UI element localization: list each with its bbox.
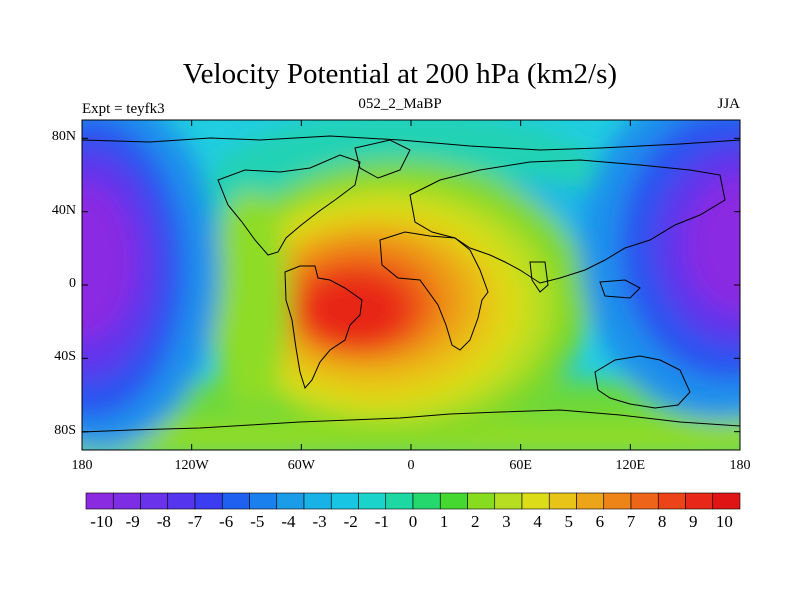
lon-tick-label: 180: [729, 458, 751, 473]
colorbar-swatch: [221, 492, 250, 510]
lon-tick-label: 0: [407, 458, 415, 473]
case-label: 052_2_MaBP: [358, 96, 442, 112]
lon-tick-label: 120E: [615, 458, 646, 473]
colorbar-tick-label: -4: [281, 512, 296, 531]
season-label: JJA: [717, 96, 740, 112]
coastlines: [82, 135, 740, 433]
colorbar-swatch: [385, 492, 414, 510]
colorbar-swatch: [439, 492, 468, 510]
colorbar: [85, 492, 741, 510]
colorbar-swatch: [249, 492, 278, 510]
colorbar-tick-label: 10: [715, 512, 733, 531]
lon-tick-label: 60E: [509, 458, 532, 473]
colorbar-tick-label: -1: [374, 512, 389, 531]
colorbar-tick-label: -5: [250, 512, 265, 531]
colorbar-tick-label: -2: [343, 512, 358, 531]
colorbar-tick-label: -9: [125, 512, 140, 531]
colorbar-tick-label: 9: [689, 512, 698, 531]
lat-tick-label: 0: [69, 276, 76, 291]
lon-tick-label: 180: [71, 458, 93, 473]
colorbar-tick-label: -3: [312, 512, 327, 531]
colorbar-tick-label: 7: [626, 512, 636, 531]
colorbar-tick-label: 6: [595, 512, 605, 531]
colorbar-swatch: [358, 492, 387, 510]
colorbar-swatch: [167, 492, 196, 510]
map-title: Velocity Potential at 200 hPa (km2/s): [182, 58, 618, 90]
colorbar-swatch: [521, 492, 550, 510]
lat-tick-label: 40N: [51, 202, 76, 218]
colorbar-tick-label: 1: [439, 512, 449, 531]
colorbar-swatch: [140, 492, 169, 510]
colorbar-tick-label: 0: [408, 512, 418, 531]
lat-tick-label: 80N: [51, 129, 76, 145]
colorbar-tick-label: -10: [90, 512, 113, 531]
colorbar-tick-label: -7: [187, 512, 203, 531]
colorbar-swatch: [712, 492, 741, 510]
colorbar-swatch: [630, 492, 659, 510]
lat-tick-label: 40S: [54, 349, 76, 365]
colorbar-swatch: [603, 492, 632, 510]
lon-tick-label: 120W: [174, 458, 209, 473]
colorbar-swatch: [576, 492, 605, 510]
colorbar-swatch: [467, 492, 496, 510]
colorbar-swatch: [112, 492, 141, 510]
colorbar-tick-label: 5: [564, 512, 573, 531]
colorbar-tick-label: 4: [533, 512, 542, 531]
colorbar-swatch: [412, 492, 441, 510]
contour-field: [82, 120, 740, 450]
colorbar-swatch: [276, 492, 305, 510]
colorbar-tick-label: -8: [156, 512, 171, 531]
colorbar-swatch: [548, 492, 577, 510]
lat-tick-label: 80S: [54, 422, 76, 438]
colorbar-tick-label: 2: [471, 512, 480, 531]
colorbar-tick-label: 8: [657, 512, 667, 531]
colorbar-tick-label: -6: [219, 512, 234, 531]
colorbar-tick-label: 3: [502, 512, 511, 531]
colorbar-swatch: [330, 492, 359, 510]
tick-marks: [81, 120, 741, 450]
colorbar-swatch: [194, 492, 223, 510]
colorbar-swatch: [657, 492, 686, 510]
colorbar-swatch: [494, 492, 523, 510]
colorbar-swatch: [85, 492, 114, 510]
experiment-label: Expt = teyfk3: [82, 101, 165, 117]
colorbar-swatch: [685, 492, 714, 510]
lon-tick-label: 60W: [287, 458, 315, 473]
colorbar-swatch: [303, 492, 332, 510]
